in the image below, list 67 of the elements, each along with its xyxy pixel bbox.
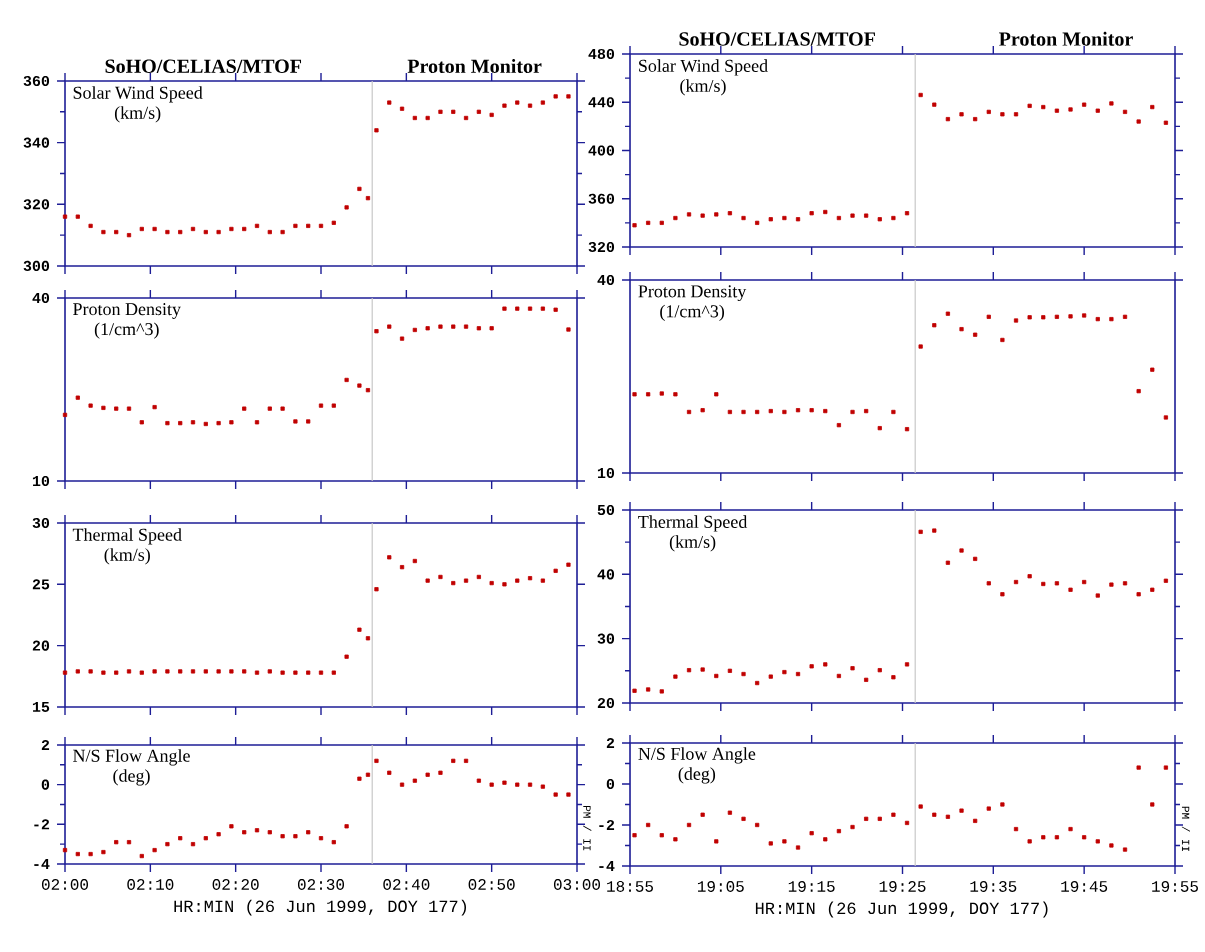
- x-tick-label: 02:50: [468, 879, 515, 890]
- y-tick-label: -2: [34, 819, 50, 830]
- y-tick-label: 300: [23, 260, 50, 272]
- x-tick-label: 02:10: [127, 879, 174, 890]
- text: PM / II: [1181, 806, 1190, 852]
- y-tick-label: 2: [41, 739, 50, 750]
- chart-title: Thermal Speed: [638, 515, 748, 532]
- y-tick-label: 320: [23, 199, 50, 210]
- x-tick-label: 19:15: [788, 881, 835, 892]
- text: (km/s): [104, 548, 150, 565]
- y-tick-label: 20: [597, 697, 615, 709]
- y-tick-label: 320: [588, 241, 615, 253]
- y-tick-label: 10: [32, 475, 50, 487]
- x-tick-label: 02:00: [41, 879, 89, 890]
- y-tick-label: 440: [588, 97, 615, 108]
- x-tick-label: 19:35: [970, 881, 1017, 892]
- y-tick-label: 15: [32, 701, 50, 713]
- y-tick-label: 25: [32, 579, 50, 590]
- y-tick-label: 0: [41, 779, 50, 790]
- text: (1/cm^3): [94, 322, 159, 339]
- y-tick-label: 360: [23, 75, 50, 87]
- x-tick-label: 02:30: [297, 879, 345, 890]
- x-tick-label: 02:40: [383, 879, 430, 890]
- y-tick-label: 20: [32, 640, 50, 651]
- x-tick-label: 19:05: [697, 881, 744, 892]
- y-tick-label: 0: [606, 778, 615, 790]
- text: (deg): [113, 769, 150, 786]
- y-tick-label: 10: [597, 467, 615, 479]
- chart-title: Proton Density: [638, 285, 747, 302]
- text: SoHO/CELIAS/MTOF: [105, 59, 302, 74]
- y-tick-label: 40: [597, 569, 615, 580]
- text: (km/s): [114, 106, 161, 123]
- chart-title: Solar Wind Speed: [639, 59, 768, 76]
- y-tick-label: 40: [32, 292, 50, 304]
- chart-title: N/S Flow Angle: [638, 747, 756, 764]
- y-tick-label: 480: [588, 48, 615, 60]
- y-tick-label: 30: [597, 633, 615, 644]
- x-tick-label: 19:55: [1152, 881, 1198, 892]
- text: (deg): [678, 767, 716, 784]
- y-tick-label: 50: [597, 504, 615, 516]
- y-tick-label: 400: [588, 145, 615, 156]
- x-tick-label: 03:00: [553, 879, 601, 890]
- x-tick-label: 02:20: [212, 879, 259, 890]
- y-tick-label: -4: [599, 861, 615, 871]
- text: Proton Monitor: [407, 58, 542, 74]
- y-tick-label: 40: [597, 274, 615, 286]
- text: (km/s): [680, 79, 726, 96]
- text: SoHO/CELIAS/MTOF: [679, 32, 875, 46]
- chart-title: Proton Density: [73, 303, 181, 319]
- x-tick-label: 19:45: [1061, 881, 1108, 892]
- x-tick-label: 19:25: [879, 881, 926, 892]
- y-tick-label: 30: [32, 517, 50, 529]
- text: PM / II: [583, 806, 592, 851]
- x-axis-title: HR:MIN (26 Jun 1999, DOY 177): [755, 901, 1048, 918]
- x-axis-title: HR:MIN (26 Jun 1999, DOY 177): [174, 899, 467, 916]
- y-tick-label: 2: [606, 737, 615, 748]
- y-tick-label: 340: [23, 137, 50, 148]
- x-tick-label: 18:55: [607, 881, 653, 892]
- y-tick-label: -2: [599, 819, 615, 830]
- text: (km/s): [669, 535, 716, 552]
- chart-title: Solar Wind Speed: [73, 86, 203, 103]
- chart-title: N/S Flow Angle: [73, 749, 190, 766]
- y-tick-label: 360: [588, 193, 615, 204]
- text: (1/cm^3): [660, 304, 725, 322]
- text: Proton Monitor: [999, 31, 1133, 46]
- chart-title: Thermal Speed: [72, 528, 182, 545]
- y-tick-label: -4: [34, 859, 50, 869]
